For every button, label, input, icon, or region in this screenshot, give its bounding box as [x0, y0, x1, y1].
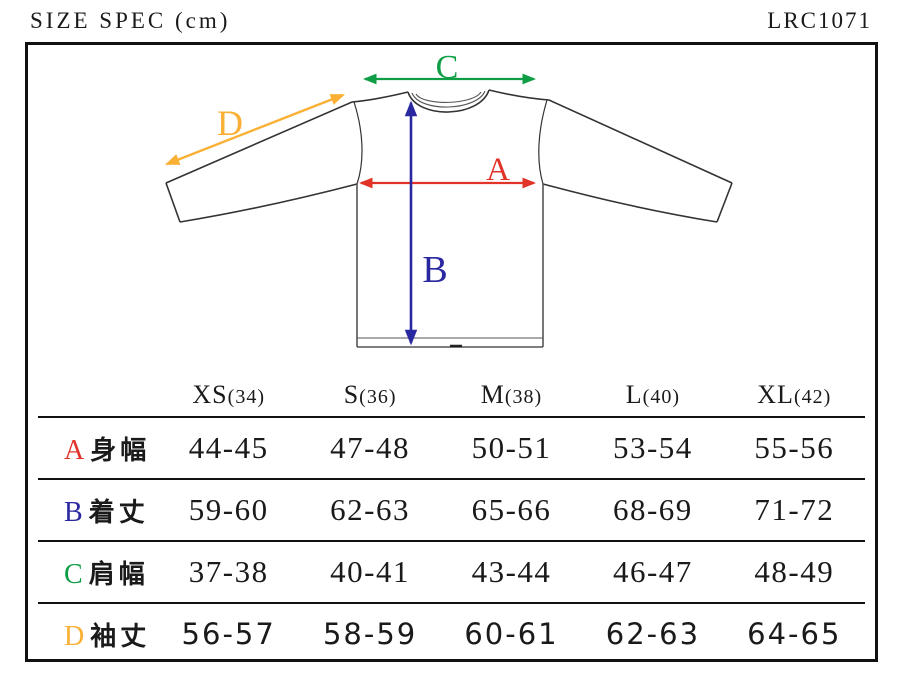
size-value: 65-66: [471, 492, 552, 527]
table-row: D 袖丈 56-57 58-59 60-61 62-63 64-65: [38, 602, 865, 664]
size-number: (34): [227, 386, 265, 408]
table-header-row: XS(34) S(36) M(38) L(40) XL(42): [38, 374, 865, 416]
size-number: (36): [359, 386, 397, 408]
size-value-cell: 48-49: [724, 554, 865, 590]
size-value-cell: 37-38: [158, 554, 299, 590]
size-value-cell: 71-72: [724, 492, 865, 528]
measure-name: 肩幅: [88, 559, 149, 589]
page-title: SIZE SPEC (cm): [30, 8, 231, 33]
shirt-diagram: C D A B: [164, 49, 733, 348]
size-value-cell: 62-63: [299, 492, 440, 528]
size-value-cell: 65-66: [441, 492, 582, 528]
size-value: 55-56: [754, 430, 835, 465]
size-value: 46-47: [612, 554, 693, 589]
size-value: 68-69: [612, 492, 693, 527]
size-value: 53-54: [612, 430, 693, 465]
column-header: L(40): [582, 380, 723, 410]
size-value-cell: 40-41: [299, 554, 440, 590]
size-value-cell: 58-59: [299, 617, 440, 651]
column-header: M(38): [441, 380, 582, 410]
size-value: 60-61: [464, 617, 559, 651]
size-name: S: [343, 380, 360, 409]
left-sleeve-bottom: [179, 183, 358, 223]
left-armhole-seam: [353, 101, 363, 185]
size-value: 40-41: [330, 554, 410, 589]
size-value: 48-49: [754, 554, 835, 589]
right-cuff: [716, 182, 733, 223]
size-value: 71-72: [754, 492, 835, 527]
size-value-cell: 50-51: [441, 430, 582, 466]
measure-key: A: [64, 434, 85, 466]
size-value-cell: 62-63: [582, 617, 723, 651]
size-name: XS: [192, 380, 228, 409]
measure-label-c: C: [436, 49, 459, 86]
size-value: 62-63: [330, 492, 410, 527]
size-value-cell: 43-44: [441, 554, 582, 590]
measure-label-a: A: [486, 152, 510, 188]
row-label-cell: A 身幅: [38, 430, 158, 467]
collar-rib-1: [411, 90, 486, 108]
size-value-cell: 55-56: [724, 430, 865, 466]
right-shoulder-sleeve-top: [488, 89, 733, 184]
measure-label-d: D: [217, 103, 243, 143]
column-header: XS(34): [158, 380, 299, 410]
size-number: (38): [504, 386, 543, 408]
size-value-cell: 53-54: [582, 430, 723, 466]
size-value-cell: 68-69: [582, 492, 723, 528]
measure-key: D: [64, 620, 85, 652]
collar-rib-2: [415, 91, 482, 103]
size-name: L: [625, 380, 643, 409]
column-header: S(36): [299, 380, 440, 410]
size-value-cell: 64-65: [724, 617, 865, 651]
size-name: M: [480, 380, 505, 409]
row-label-cell: C 肩幅: [38, 554, 158, 591]
measure-key: B: [64, 496, 83, 528]
size-value: 64-65: [747, 617, 842, 651]
size-value: 58-59: [322, 617, 418, 651]
size-value: 37-38: [188, 554, 269, 589]
measure-name: 身幅: [90, 435, 151, 465]
size-value-cell: 59-60: [158, 492, 299, 528]
row-label-cell: D 袖丈: [38, 616, 158, 653]
sleeve-length-arrow: [164, 93, 346, 166]
measure-name: 着丈: [88, 497, 149, 527]
size-number: (40): [642, 386, 680, 408]
size-value: 50-51: [471, 430, 552, 465]
measure-name: 袖丈: [90, 621, 151, 651]
table-row: B 着丈 59-60 62-63 65-66 68-69 71-72: [38, 478, 865, 540]
spec-box: C D A B XS(34) S(36) M(38) L(40) XL(42) A 身幅 44…: [25, 42, 878, 662]
title-bar: SIZE SPEC (cm) LRC1071: [30, 4, 872, 38]
row-label-cell: B 着丈: [38, 492, 158, 529]
size-value-cell: 47-48: [299, 430, 440, 466]
left-cuff: [165, 182, 181, 223]
right-armhole-seam: [538, 99, 548, 185]
size-number: (42): [793, 386, 832, 408]
measure-key: C: [64, 558, 83, 590]
shirt-outline-icon: [165, 89, 733, 348]
table-row: C 肩幅 37-38 40-41 43-44 46-47 48-49: [38, 540, 865, 602]
size-value: 56-57: [181, 617, 276, 651]
size-value-cell: 46-47: [582, 554, 723, 590]
size-value: 44-45: [188, 430, 269, 465]
left-shoulder-sleeve-top: [165, 91, 409, 184]
size-table: XS(34) S(36) M(38) L(40) XL(42) A 身幅 44-45 47-48…: [38, 374, 865, 664]
table-row: A 身幅 44-45 47-48 50-51 53-54 55-56: [38, 416, 865, 478]
product-code: LRC1071: [767, 8, 872, 33]
size-value: 59-60: [188, 492, 269, 527]
size-value: 43-44: [471, 554, 552, 589]
size-value-cell: 60-61: [441, 617, 582, 651]
size-value-cell: 44-45: [158, 430, 299, 466]
size-name: XL: [757, 380, 794, 409]
size-value: 47-48: [330, 430, 410, 465]
size-value-cell: 56-57: [158, 617, 299, 651]
right-sleeve-bottom: [542, 183, 718, 223]
collar-outer: [407, 89, 490, 113]
measure-label-b: B: [422, 249, 447, 291]
size-value: 62-63: [605, 617, 701, 651]
column-header: XL(42): [724, 380, 865, 410]
